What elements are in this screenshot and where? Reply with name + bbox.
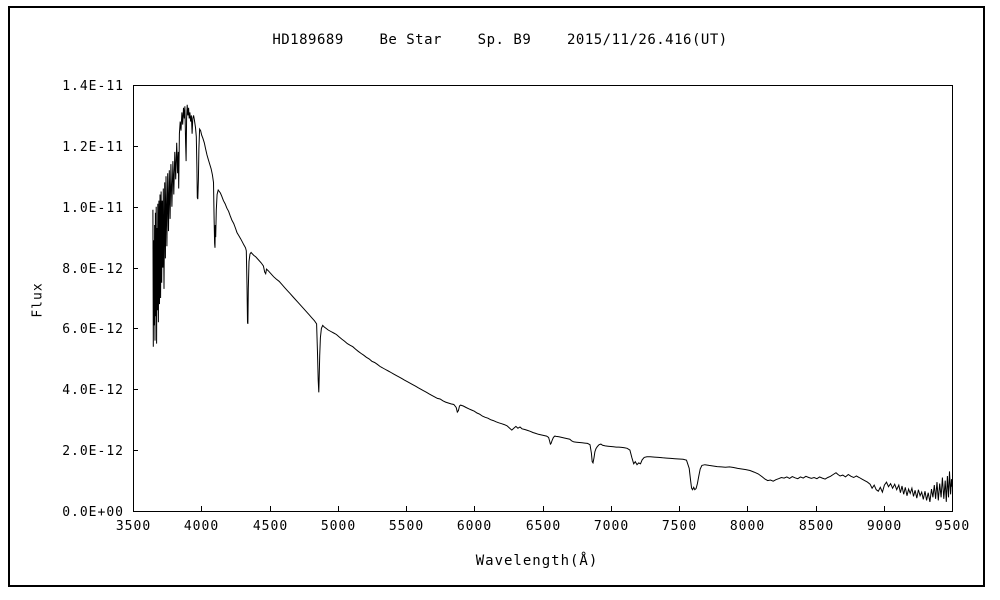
x-tick-label: 9500 [935,519,970,534]
y-tick-label: 0.0E+00 [62,505,124,520]
y-tick-label: 4.0E-12 [62,383,124,398]
x-tick-label: 5000 [321,519,356,534]
x-tick-label: 4500 [253,519,288,534]
x-tick-label: 8000 [730,519,765,534]
plot-border [133,85,953,512]
x-tick-label: 8500 [799,519,834,534]
x-tick-label: 9000 [867,519,902,534]
y-tick-label: 6.0E-12 [62,322,124,337]
spectrum-line [152,104,953,502]
y-tick-label: 1.0E-11 [62,201,124,216]
chart-title: HD189689 Be Star Sp. B9 2015/11/26.416(U… [272,32,728,48]
x-tick-label: 4000 [184,519,219,534]
y-tick-label: 2.0E-12 [62,444,124,459]
y-tick-label: 8.0E-12 [62,262,124,277]
y-tick-label: 1.4E-11 [62,79,124,94]
x-tick-label: 5500 [389,519,424,534]
x-tick-label: 6000 [457,519,492,534]
x-tick-label: 6500 [526,519,561,534]
x-tick-label: 7000 [594,519,629,534]
x-axis-label: Wavelength(Å) [475,553,599,569]
x-tick-label: 3500 [116,519,151,534]
x-tick-label: 7500 [662,519,697,534]
image-border [8,6,985,587]
y-tick-label: 1.2E-11 [62,140,124,155]
